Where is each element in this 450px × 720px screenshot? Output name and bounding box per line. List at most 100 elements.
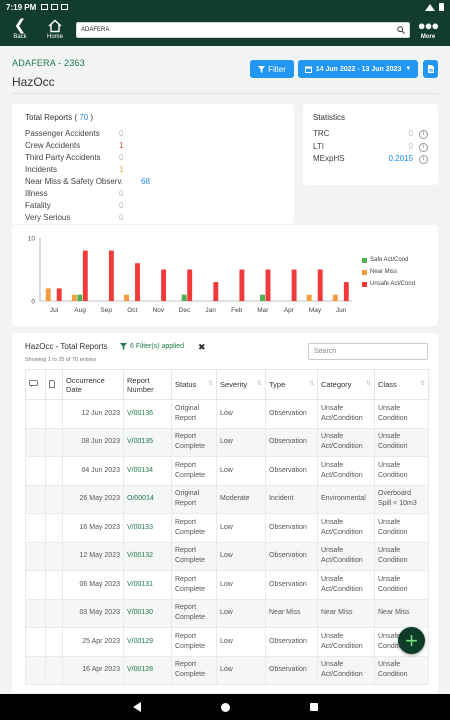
bar-unsafe-act-cond-aug[interactable] xyxy=(82,250,88,301)
report-number-cell[interactable]: V/00130 xyxy=(123,598,172,628)
calendar-icon xyxy=(304,66,312,73)
attachment-document-icon xyxy=(49,379,55,388)
report-number-cell[interactable]: V/00134 xyxy=(123,456,172,486)
report-number-cell[interactable]: V/00132 xyxy=(123,541,172,571)
table-row[interactable]: 04 Jun 2023 V/00134 Report Complete Low Obse… xyxy=(25,456,429,486)
table-search-input[interactable]: Search xyxy=(308,343,428,360)
filter-label: Filter xyxy=(268,64,286,74)
table-row[interactable]: 16 May 2023 V/00133 Report Complete Low Obse… xyxy=(25,513,429,543)
legend-item[interactable]: Safe Act/Cond xyxy=(362,257,415,263)
bar-unsafe-act-cond-jul[interactable] xyxy=(56,288,62,301)
bar-unsafe-act-cond-feb[interactable] xyxy=(239,269,245,302)
bar-unsafe-act-cond-jun[interactable] xyxy=(343,282,349,301)
legend-item[interactable]: Near Miss xyxy=(362,269,415,275)
bar-unsafe-act-cond-dec[interactable] xyxy=(187,269,193,302)
export-button[interactable] xyxy=(423,60,438,78)
class-cell: Near Miss xyxy=(374,598,429,628)
column-header-number[interactable]: Report Number xyxy=(123,369,172,400)
bar-near-miss-aug[interactable] xyxy=(71,294,77,301)
nav-recent-apps-icon[interactable] xyxy=(309,703,318,711)
search-icon[interactable] xyxy=(397,26,405,34)
statistics-card: Statistics TRC 0 i LTI 0 i MExpHS 0.2015 i xyxy=(303,104,438,185)
bar-near-miss-jul[interactable] xyxy=(45,288,51,301)
report-number-cell[interactable]: V/00129 xyxy=(123,627,172,657)
report-type-count[interactable]: 1 xyxy=(119,165,124,174)
bar-safe-act-cond-dec[interactable] xyxy=(181,294,187,301)
bar-unsafe-act-cond-apr[interactable] xyxy=(291,269,297,302)
report-number-cell[interactable]: V/00131 xyxy=(123,570,172,600)
legend-swatch xyxy=(362,281,367,287)
column-header-severity[interactable]: Severity ⇅ xyxy=(216,369,266,400)
bar-unsafe-act-cond-sep[interactable] xyxy=(108,250,114,301)
report-number-cell[interactable]: O/00014 xyxy=(123,484,172,514)
home-button[interactable]: Home xyxy=(45,18,65,40)
bar-near-miss-may[interactable] xyxy=(306,294,312,301)
legend-item[interactable]: Unsafe Act/Cond xyxy=(362,281,415,287)
date-range-button[interactable]: 14 Jun 2022 - 13 Jun 2023 ▼ xyxy=(298,60,418,78)
bar-safe-act-cond-mar[interactable] xyxy=(260,294,265,301)
attachment-cell xyxy=(45,399,63,429)
severity-cell: Low xyxy=(216,570,266,600)
x-tick-label: Jun xyxy=(336,307,347,314)
bar-unsafe-act-cond-oct[interactable] xyxy=(135,263,140,301)
table-row[interactable]: 16 Apr 2023 V/00128 Report Complete Low Obse… xyxy=(25,655,429,685)
info-icon[interactable]: i xyxy=(419,155,428,164)
table-row[interactable]: 26 May 2023 O/00014 Original Report Moderat… xyxy=(25,484,429,514)
table-row[interactable]: 12 Jun 2023 V/00136 Original Report Low Obse… xyxy=(25,399,429,429)
bar-unsafe-act-cond-may[interactable] xyxy=(317,269,323,302)
clear-filters-icon[interactable]: ✖ xyxy=(198,342,206,352)
column-header-class[interactable]: Class ⇅ xyxy=(374,369,429,400)
report-number-cell[interactable]: V/00136 xyxy=(123,399,172,429)
statistic-value: 0.2015 xyxy=(388,154,413,163)
bar-unsafe-act-cond-nov[interactable] xyxy=(161,269,167,302)
comment-icon xyxy=(29,380,38,387)
comment-cell xyxy=(25,484,46,514)
category-cell: Unsafe Act/Condition xyxy=(317,627,375,657)
total-reports-count[interactable]: 70 xyxy=(79,113,89,122)
bar-unsafe-act-cond-jan[interactable] xyxy=(213,282,219,301)
column-header-date[interactable]: Occurrence Date xyxy=(62,369,124,400)
report-number-cell[interactable]: V/00128 xyxy=(123,655,172,685)
x-tick-label: Apr xyxy=(284,307,295,314)
home-label: Home xyxy=(46,34,63,40)
comment-cell xyxy=(25,541,46,571)
table-row[interactable]: 03 May 2023 V/00130 Report Complete Low Near… xyxy=(25,598,429,628)
add-report-button[interactable]: + xyxy=(398,627,425,654)
nav-back-icon[interactable] xyxy=(132,702,141,712)
back-label: Back xyxy=(13,34,27,40)
nav-home-icon[interactable] xyxy=(220,702,230,712)
vessel-search-input[interactable]: ADAFERA xyxy=(76,22,410,38)
table-row[interactable]: 12 May 2023 V/00132 Report Complete Low Obse… xyxy=(25,541,429,571)
back-button[interactable]: ❮ Back xyxy=(10,18,30,41)
comment-cell xyxy=(25,598,46,628)
attachment-column-header[interactable] xyxy=(45,369,63,400)
report-type-count[interactable]: 1 xyxy=(119,141,124,150)
filter-button[interactable]: Filter xyxy=(250,60,294,78)
table-row[interactable]: 25 Apr 2023 V/00129 Report Complete Low Obse… xyxy=(25,627,429,657)
severity-cell: Low xyxy=(216,598,266,628)
column-header-category[interactable]: Category ⇅ xyxy=(317,369,375,400)
report-number-cell[interactable]: V/00133 xyxy=(123,513,172,543)
column-header-status[interactable]: Status ⇅ xyxy=(171,369,217,400)
comment-column-header[interactable] xyxy=(25,369,46,400)
report-number-cell[interactable]: V/00135 xyxy=(123,427,172,457)
column-header-type[interactable]: Type ⇅ xyxy=(265,369,318,400)
bar-near-miss-jun[interactable] xyxy=(332,294,338,301)
table-row[interactable]: 06 May 2023 V/00131 Report Complete Low Obse… xyxy=(25,570,429,600)
info-icon[interactable]: i xyxy=(419,143,428,152)
sort-icon: ⇅ xyxy=(419,381,425,387)
statistic-label: TRC xyxy=(313,129,330,138)
report-type-count[interactable]: 68 xyxy=(141,177,150,186)
more-button[interactable]: ●●● More xyxy=(416,18,440,40)
type-cell: Observation xyxy=(265,570,318,600)
filters-applied[interactable]: 6 Filter(s) applied xyxy=(120,343,184,350)
bar-safe-act-cond-aug[interactable] xyxy=(77,294,83,301)
attachment-cell xyxy=(45,513,63,543)
bar-near-miss-oct[interactable] xyxy=(124,294,129,301)
table-row[interactable]: 08 Jun 2023 V/00135 Report Complete Low Obse… xyxy=(25,427,429,457)
type-cell: Incident xyxy=(265,484,318,514)
bar-unsafe-act-cond-mar[interactable] xyxy=(265,269,271,302)
category-cell: Unsafe Act/Condition xyxy=(317,399,375,429)
date-range-label: 14 Jun 2022 - 13 Jun 2023 xyxy=(315,65,402,73)
info-icon[interactable]: i xyxy=(419,130,428,139)
